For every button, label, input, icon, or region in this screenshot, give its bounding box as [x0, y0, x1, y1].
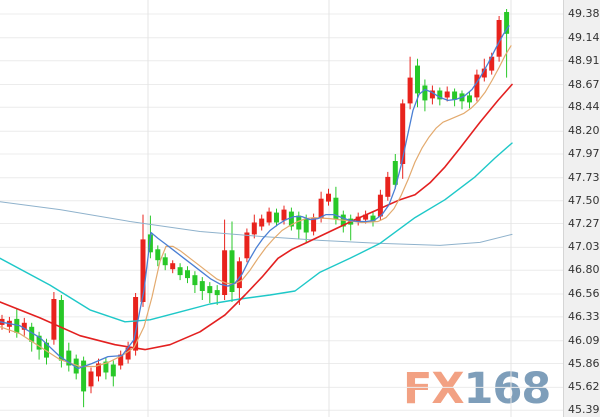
candle [155, 245, 161, 267]
candle [162, 253, 168, 271]
candle [185, 266, 190, 284]
y-axis-label: 48.20 [568, 124, 600, 138]
candle [244, 228, 250, 263]
y-axis-label: 45.62 [568, 380, 600, 394]
candle [459, 90, 465, 110]
candle [311, 213, 317, 236]
candle [437, 87, 443, 106]
y-axis-label: 47.50 [568, 193, 600, 207]
y-axis-label: 49.38 [568, 7, 600, 20]
candle [303, 214, 309, 243]
y-axis-label: 45.39 [568, 403, 600, 417]
candle [21, 317, 27, 336]
candle [400, 99, 406, 179]
y-axis-label: 49.14 [568, 30, 600, 44]
candle [467, 91, 472, 109]
candle [407, 56, 413, 110]
candle [140, 214, 146, 307]
candle [326, 188, 331, 206]
candle [296, 211, 302, 240]
y-axis-label: 47.27 [568, 216, 600, 230]
y-axis-label: 46.80 [568, 263, 600, 277]
ma-slow-red [0, 83, 513, 351]
candle [429, 85, 435, 105]
y-axis-label: 48.67 [568, 77, 600, 91]
candle [222, 219, 228, 300]
candle [207, 282, 213, 303]
candle [125, 341, 131, 364]
candle [110, 360, 116, 387]
candle [118, 350, 124, 370]
y-axis-label: 46.09 [568, 333, 600, 347]
fx168-watermark: FX168 [403, 368, 551, 411]
candle [170, 260, 176, 274]
candle [66, 342, 72, 372]
candle [29, 322, 35, 352]
y-axis-label: 45.86 [568, 356, 600, 370]
candle [452, 88, 458, 107]
candle [444, 86, 450, 102]
ma-cyan [0, 142, 513, 323]
candle [251, 214, 257, 239]
candle [96, 358, 101, 382]
candle [177, 263, 183, 281]
candle [259, 214, 265, 231]
candle [81, 356, 87, 408]
candle [214, 285, 220, 305]
y-axis-label: 46.33 [568, 309, 600, 323]
candle [333, 186, 339, 225]
candle [385, 171, 391, 201]
candle [288, 207, 294, 231]
y-axis-label: 47.97 [568, 147, 600, 160]
candle [51, 292, 57, 345]
ma-fast-blue [0, 25, 510, 370]
chart-canvas[interactable] [0, 0, 563, 417]
y-axis-label: 46.56 [568, 287, 600, 301]
candle [192, 271, 198, 293]
candle [88, 367, 94, 394]
ma-long-flat [0, 201, 513, 246]
candle [370, 211, 376, 227]
y-axis-label: 48.91 [568, 53, 600, 67]
chart-plot-area[interactable] [0, 0, 563, 417]
candle [199, 277, 205, 300]
y-axis-label: 47.03 [568, 240, 600, 254]
candle [266, 207, 272, 226]
candle [496, 16, 502, 62]
candle [348, 214, 354, 241]
candle [229, 221, 235, 302]
watermark-fx-text: FX [403, 364, 465, 414]
candle [340, 210, 346, 233]
candle [103, 357, 109, 380]
y-axis-label: 48.44 [568, 100, 600, 114]
watermark-168-text: 168 [463, 364, 552, 414]
candle [58, 295, 64, 368]
candle [422, 79, 428, 112]
candle [504, 9, 510, 78]
ma-med-orange [0, 45, 512, 368]
candle [474, 69, 480, 102]
candle [392, 154, 398, 189]
y-axis-panel: 49.38 49.14 48.91 48.67 48.44 48.20 47.97 47.73… [563, 0, 600, 417]
y-axis-label: 47.73 [568, 170, 600, 184]
candle [274, 208, 279, 227]
